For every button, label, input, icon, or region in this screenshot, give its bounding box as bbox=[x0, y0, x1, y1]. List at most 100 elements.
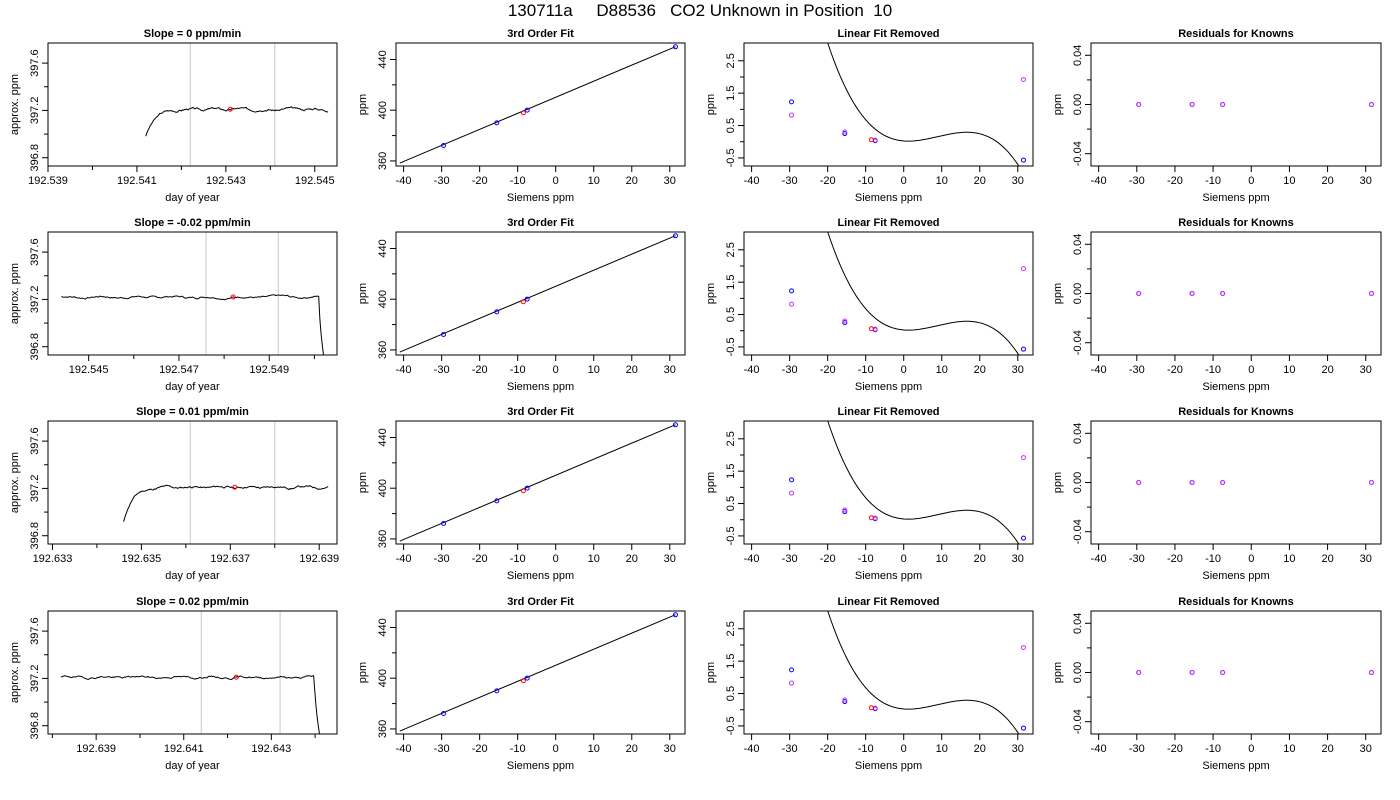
data-point bbox=[789, 288, 795, 294]
x-tick-label: -40 bbox=[744, 743, 760, 755]
y-axis-label: ppm bbox=[705, 94, 717, 115]
x-axis-label: day of year bbox=[165, 570, 220, 582]
data-point bbox=[524, 675, 530, 681]
x-tick-label: 20 bbox=[1321, 175, 1333, 187]
x-tick-label: -40 bbox=[744, 175, 760, 187]
plot-frame bbox=[395, 231, 686, 356]
data-point bbox=[524, 107, 530, 113]
y-tick-label: 2.5 bbox=[725, 431, 737, 446]
y-tick-label: -0.5 bbox=[725, 526, 737, 545]
chart-panel-15: Linear Fit Removed -40 -30 -20 -10 0 10 20 30 -0.… bbox=[705, 596, 1034, 772]
y-tick-label: 2.5 bbox=[725, 242, 737, 257]
plot-frame bbox=[395, 42, 686, 167]
data-point bbox=[842, 509, 848, 515]
x-tick-label: 10 bbox=[936, 743, 948, 755]
x-tick-label: 20 bbox=[1321, 743, 1333, 755]
x-tick-label: 20 bbox=[626, 364, 638, 376]
fit-line bbox=[399, 614, 676, 732]
data-point bbox=[842, 699, 848, 705]
y-tick-label: 0.00 bbox=[1072, 472, 1084, 493]
x-tick-label: -40 bbox=[1091, 175, 1107, 187]
y-tick-label: 440 bbox=[377, 239, 389, 257]
x-axis-label: Siemens ppm bbox=[1202, 381, 1269, 393]
y-axis-label: ppm bbox=[1052, 662, 1064, 683]
y-tick-label: 400 bbox=[377, 669, 389, 687]
plot-frame bbox=[395, 420, 686, 545]
y-tick-label: -0.04 bbox=[1072, 519, 1084, 544]
data-point bbox=[1220, 102, 1226, 107]
x-tick-label: 30 bbox=[664, 364, 676, 376]
x-tick-label: -30 bbox=[1129, 743, 1145, 755]
y-tick-label: 0.04 bbox=[1072, 45, 1084, 66]
data-point bbox=[842, 129, 848, 135]
x-tick-label: 192.549 bbox=[249, 364, 289, 376]
plot-frame bbox=[743, 42, 1034, 167]
data-point bbox=[1368, 670, 1374, 675]
x-tick-label: -30 bbox=[782, 743, 798, 755]
x-tick-label: 0 bbox=[553, 175, 559, 187]
x-tick-label: 30 bbox=[664, 743, 676, 755]
y-tick-label: -0.04 bbox=[1072, 709, 1084, 734]
y-tick-label: 396.8 bbox=[29, 522, 41, 550]
y-axis-label: approx. ppm bbox=[9, 642, 21, 703]
data-point bbox=[232, 484, 238, 490]
x-tick-label: -20 bbox=[1167, 553, 1183, 565]
y-axis-label: ppm bbox=[705, 283, 717, 304]
x-tick-label: 20 bbox=[626, 175, 638, 187]
x-tick-label: -20 bbox=[472, 175, 488, 187]
fit-curve bbox=[827, 611, 1020, 734]
x-tick-label: 192.545 bbox=[295, 175, 335, 187]
x-tick-label: 192.635 bbox=[121, 553, 161, 565]
x-tick-label: -20 bbox=[820, 175, 836, 187]
panel-title: Residuals for Knowns bbox=[1178, 406, 1294, 418]
x-tick-label: 20 bbox=[974, 175, 986, 187]
x-tick-label: 10 bbox=[936, 364, 948, 376]
y-tick-label: 400 bbox=[377, 101, 389, 119]
data-point bbox=[789, 112, 795, 118]
x-tick-label: 30 bbox=[1360, 364, 1372, 376]
data-point bbox=[842, 697, 848, 703]
data-point bbox=[520, 488, 526, 494]
x-tick-label: 0 bbox=[553, 553, 559, 565]
y-tick-label: 0.04 bbox=[1072, 423, 1084, 444]
y-axis-label: ppm bbox=[357, 283, 369, 304]
x-axis-label: day of year bbox=[165, 381, 220, 393]
figure-title: 130711a D88536 CO2 Unknown in Position 1… bbox=[507, 1, 893, 20]
y-tick-label: 0.5 bbox=[725, 686, 737, 701]
data-point bbox=[1189, 480, 1195, 485]
panel-title: Linear Fit Removed bbox=[837, 217, 939, 229]
x-tick-label: 192.633 bbox=[33, 553, 73, 565]
y-tick-label: -0.04 bbox=[1072, 141, 1084, 166]
x-tick-label: 0 bbox=[553, 743, 559, 755]
fit-line bbox=[399, 46, 676, 164]
panel-title: 3rd Order Fit bbox=[507, 406, 574, 418]
y-tick-label: -0.5 bbox=[725, 716, 737, 735]
y-tick-label: 360 bbox=[377, 530, 389, 548]
y-tick-label: 396.8 bbox=[29, 333, 41, 361]
chart-panel-2: 3rd Order Fit -40 -30 -20 -10 0 10 20 30 360 400 44… bbox=[357, 28, 686, 204]
x-tick-label: -20 bbox=[1167, 364, 1183, 376]
x-axis-label: Siemens ppm bbox=[855, 381, 922, 393]
x-tick-label: 10 bbox=[936, 175, 948, 187]
plot-frame bbox=[47, 231, 338, 356]
y-tick-label: 440 bbox=[377, 618, 389, 636]
data-point bbox=[1136, 102, 1142, 107]
x-tick-label: 10 bbox=[588, 553, 600, 565]
chart-panel-9: Slope = 0.01 ppm/min 192.633 192.635 192.63… bbox=[9, 406, 339, 582]
x-tick-label: 192.545 bbox=[69, 364, 109, 376]
panel-title: Linear Fit Removed bbox=[837, 28, 939, 40]
x-tick-label: -40 bbox=[744, 364, 760, 376]
x-tick-label: 20 bbox=[974, 364, 986, 376]
panel-title: Residuals for Knowns bbox=[1178, 28, 1294, 40]
x-tick-label: -20 bbox=[472, 743, 488, 755]
y-axis-label: ppm bbox=[357, 94, 369, 115]
y-tick-label: 440 bbox=[377, 428, 389, 446]
x-tick-label: -40 bbox=[744, 553, 760, 565]
fit-curve bbox=[827, 43, 1020, 166]
y-axis-label: ppm bbox=[1052, 472, 1064, 493]
data-point bbox=[1220, 480, 1226, 485]
x-tick-label: -30 bbox=[1129, 175, 1145, 187]
y-axis-label: ppm bbox=[705, 472, 717, 493]
x-tick-label: -10 bbox=[858, 743, 874, 755]
